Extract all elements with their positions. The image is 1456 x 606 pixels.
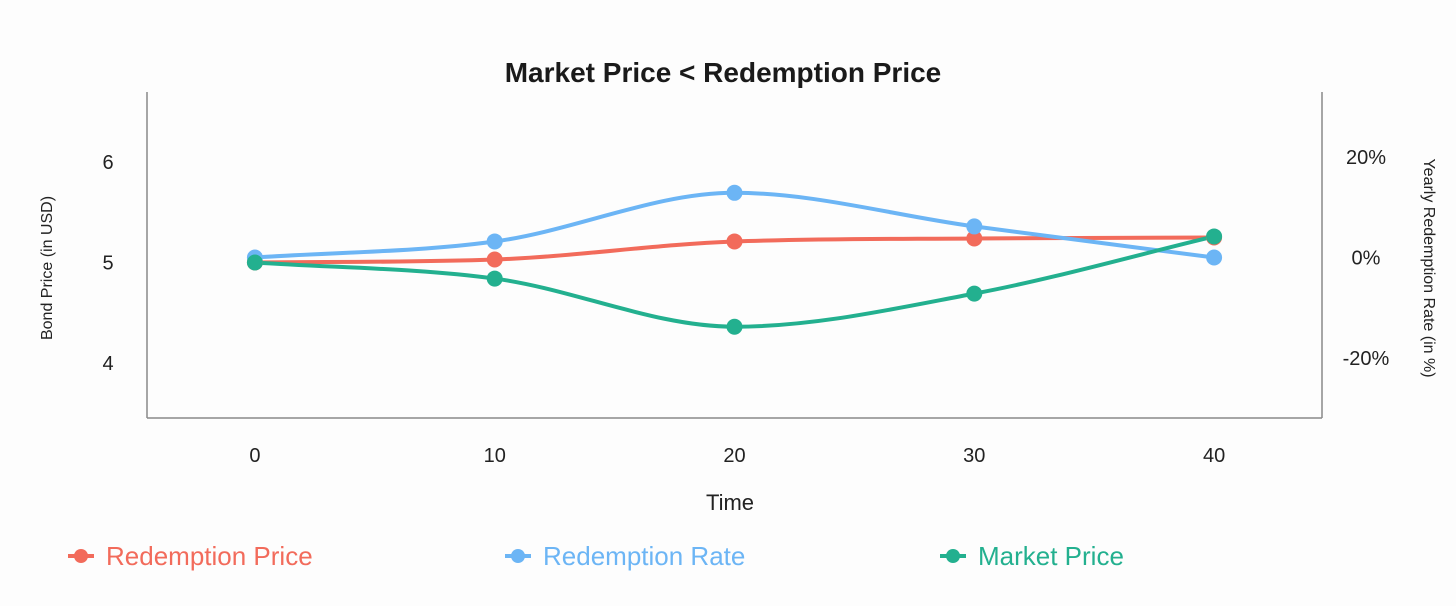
data-point-redemption-rate bbox=[486, 233, 503, 250]
data-point-market-price bbox=[246, 254, 263, 271]
series-points bbox=[246, 184, 1223, 335]
legend-item-redemption-rate[interactable]: Redemption Rate bbox=[505, 541, 745, 571]
x-axis-label: Time bbox=[706, 490, 754, 515]
y-left-tick-label: 5 bbox=[102, 253, 113, 275]
y-right-tick-label: 20% bbox=[1346, 147, 1386, 169]
data-point-redemption-rate bbox=[1206, 249, 1223, 266]
legend-label: Redemption Price bbox=[106, 541, 313, 571]
data-point-redemption-rate bbox=[966, 218, 983, 235]
y-axis-right-label: Yearly Redemption Rate (in %) bbox=[1420, 158, 1437, 377]
data-point-redemption-price bbox=[486, 251, 503, 268]
ticks: 0 10 20 30 40 4 5 6 -20% 0% 20% bbox=[102, 147, 1389, 467]
y-right-tick-label: -20% bbox=[1343, 348, 1390, 370]
x-tick-label: 0 bbox=[249, 445, 260, 467]
x-tick-label: 20 bbox=[723, 445, 745, 467]
legend-marker bbox=[946, 549, 960, 563]
legend-marker bbox=[74, 549, 88, 563]
data-point-market-price bbox=[1206, 228, 1223, 245]
chart-title: Market Price < Redemption Price bbox=[505, 57, 942, 88]
data-point-redemption-price bbox=[726, 233, 743, 250]
data-point-redemption-rate bbox=[726, 184, 743, 201]
y-left-tick-label: 6 bbox=[102, 152, 113, 174]
series-lines bbox=[252, 190, 1217, 329]
data-point-market-price bbox=[726, 318, 743, 335]
legend-item-redemption-price[interactable]: Redemption Price bbox=[68, 541, 313, 571]
axes bbox=[146, 92, 1323, 419]
x-tick-label: 40 bbox=[1203, 445, 1225, 467]
x-tick-label: 30 bbox=[963, 445, 985, 467]
legend: Redemption Price Redemption Rate Market Pr… bbox=[68, 541, 1124, 571]
y-axis-left-label: Bond Price (in USD) bbox=[39, 196, 56, 340]
data-point-market-price bbox=[486, 270, 503, 287]
data-point-market-price bbox=[966, 285, 983, 302]
x-tick-label: 10 bbox=[484, 445, 506, 467]
data-point-redemption-price bbox=[966, 230, 983, 247]
legend-marker bbox=[511, 549, 525, 563]
y-right-tick-label: 0% bbox=[1352, 248, 1381, 270]
legend-label: Market Price bbox=[978, 541, 1124, 571]
legend-label: Redemption Rate bbox=[543, 541, 745, 571]
legend-item-market-price[interactable]: Market Price bbox=[940, 541, 1124, 571]
y-left-tick-label: 4 bbox=[102, 353, 113, 375]
